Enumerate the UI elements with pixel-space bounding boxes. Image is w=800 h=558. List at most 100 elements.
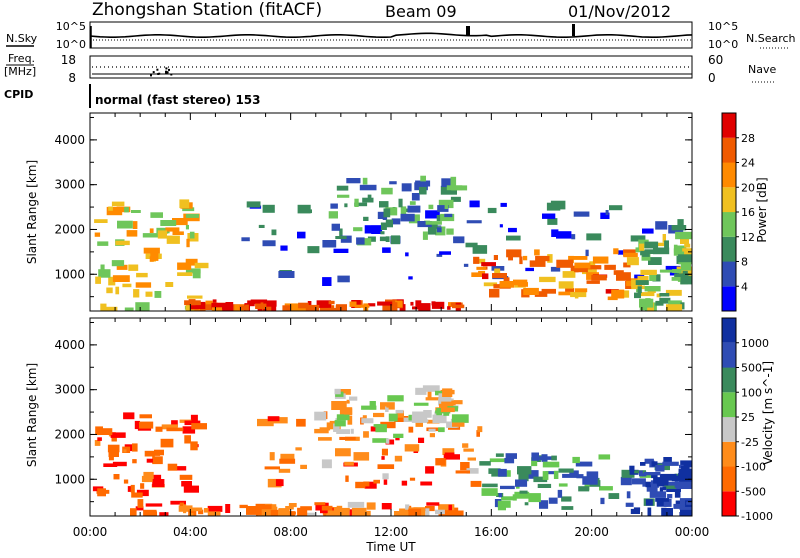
velocity-cell [381,503,392,510]
power-cell [671,225,687,231]
velocity-cell [183,504,187,514]
velocity-cell [275,479,284,487]
velocity-cell [263,507,275,516]
power-cell [675,231,692,240]
power-cell [192,270,201,279]
power-cell [499,224,503,228]
velocity-cell [598,454,611,460]
power-cell [300,209,312,214]
power-cell [473,256,480,264]
power-cell [97,241,109,246]
power-cell [380,231,385,235]
power-cell [346,178,361,184]
time-tick-label: 16:00 [474,525,509,539]
velocity-cell [528,493,541,503]
power-cell [367,194,372,203]
power-cell [142,233,159,238]
velocity-cell [671,475,679,482]
velocity-cell [383,479,388,485]
time-tick-label: 08:00 [273,525,308,539]
nsky-label: N.Sky [6,32,38,45]
power-cell [471,272,485,277]
power-cell [246,201,261,208]
velocity-cell [124,444,137,452]
velocity-cell [136,489,149,497]
power-cell [437,205,449,212]
power-cell [115,286,120,295]
power-cell [626,257,639,266]
mode-text: normal (fast stereo) 153 [95,93,261,107]
freq-right-tick-bottom: 0 [708,71,716,85]
velocity-cell [667,494,673,499]
power-cell [452,304,465,309]
power-cell [328,307,339,311]
power-cell [523,287,539,295]
power-cell [436,227,442,233]
power-colorbar-tick: 12 [741,231,755,244]
power-cell [638,292,655,297]
velocity-cell [246,506,262,515]
power-cell [556,231,572,239]
velocity-cell [495,453,504,457]
power-cell [379,236,387,242]
power-cell [305,304,320,311]
power-cell [297,231,306,239]
velocity-cell [422,385,440,392]
velocity-cell [372,438,388,443]
velocity-cell [498,493,502,498]
velocity-cell [533,476,548,483]
date-label: 01/Nov/2012 [568,2,671,21]
velocity-cell [653,477,669,484]
velocity-cell [482,483,498,488]
power-colorbar-tick: 28 [741,132,755,145]
velocity-cell [662,461,679,466]
velocity-cell [442,448,455,455]
velocity-cell [663,499,672,507]
velocity-cell [394,455,403,462]
velocity-xticks [89,318,693,516]
power-cell [410,301,414,306]
power-cell [542,213,556,219]
velocity-ylabel: Slant Range [km] [25,363,39,467]
velocity-cell [633,507,641,511]
power-colorbar: 4 8 12 16 20 24 28 [721,112,755,312]
velocity-cell [198,509,204,515]
velocity-cell [96,428,113,435]
power-cell [136,272,148,278]
power-cell [494,268,501,275]
power-cell [446,228,454,235]
power-cell [344,203,348,208]
power-cell [354,202,368,207]
velocity-cell [123,449,127,453]
power-cell [271,229,277,236]
power-cell [672,269,682,273]
velocity-cell [171,420,178,427]
velocity-cell [425,466,435,474]
power-cell [106,206,123,216]
velocity-colorbar-tick: -100 [741,461,766,474]
power-cell [571,234,576,240]
power-cell [359,184,377,191]
power-cell [562,271,576,278]
power-cell [659,293,670,297]
velocity-cell [446,421,457,428]
velocity-cell [146,458,153,463]
velocity-cell [524,502,529,506]
power-cell [212,299,217,303]
velocity-cell [267,478,282,488]
power-cell [483,282,498,287]
velocity-cell [183,485,199,493]
power-panel: Slant Range [km] 1000 2000 3000 4000 4 8 12 16… [25,112,769,312]
velocity-cell [369,401,376,410]
power-cell [482,273,489,280]
velocity-cell [337,389,351,395]
freq-label-line1: Freq. [8,52,35,65]
velocity-cell [608,493,620,499]
power-cell [185,214,199,218]
power-cell [339,228,343,238]
velocity-cell [300,464,307,469]
power-cell [262,204,275,213]
velocity-cell [336,507,350,512]
power-cell [609,205,623,211]
velocity-cell [497,500,511,508]
